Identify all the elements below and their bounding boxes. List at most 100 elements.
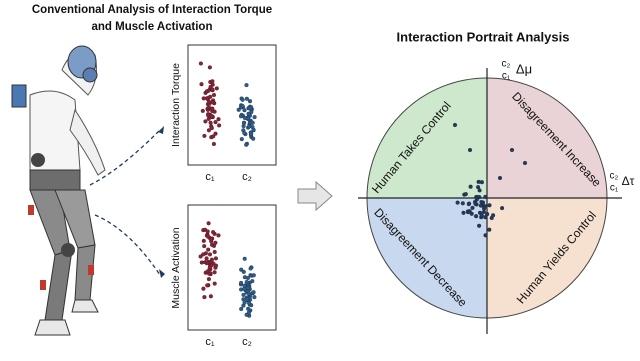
axis-label-symbol: Δμ <box>516 61 532 76</box>
dot <box>201 238 206 243</box>
dot <box>205 229 210 234</box>
dot <box>487 227 492 232</box>
y-axis-label: Muscle Activation <box>170 227 182 308</box>
dot <box>214 86 219 91</box>
dot <box>202 295 207 300</box>
dot <box>206 277 211 282</box>
dot <box>203 119 208 124</box>
dot <box>481 209 486 215</box>
dot <box>240 97 245 102</box>
dot <box>252 295 257 300</box>
x-tick-label: c₁ <box>205 336 215 348</box>
x-tick-label: c₁ <box>205 171 215 183</box>
dot <box>211 230 216 235</box>
axis-label-symbol: Δτ <box>622 174 635 188</box>
dot <box>242 283 247 288</box>
dot <box>209 257 214 262</box>
dot <box>239 287 244 292</box>
dot <box>210 87 215 92</box>
dot <box>213 120 218 125</box>
dot <box>206 247 211 252</box>
dot <box>209 113 214 119</box>
scatter-dots <box>198 61 257 318</box>
dot <box>478 203 483 208</box>
dot <box>483 215 488 220</box>
arrow-head <box>158 126 164 134</box>
dot <box>246 310 252 315</box>
dot <box>242 300 247 305</box>
dot <box>474 214 479 219</box>
dot <box>211 92 217 98</box>
dot <box>204 261 209 266</box>
dot <box>509 147 515 153</box>
dot <box>238 114 244 119</box>
y-axis-label: Interaction Torque <box>170 63 182 147</box>
dot <box>244 279 249 285</box>
dot <box>236 107 241 112</box>
dot <box>205 96 210 101</box>
dot <box>244 312 249 317</box>
dot <box>250 124 255 130</box>
axis-label-bottom: c₁ <box>502 71 511 82</box>
dot <box>210 106 215 111</box>
dot <box>469 211 474 216</box>
dot <box>248 266 253 271</box>
dot <box>211 134 216 139</box>
dot <box>213 131 218 136</box>
dot <box>250 279 255 284</box>
dot <box>213 240 218 245</box>
dot <box>210 79 215 84</box>
dot <box>212 270 217 275</box>
dot <box>476 185 481 190</box>
dot <box>239 280 244 285</box>
dot <box>467 147 473 153</box>
dot <box>491 213 496 218</box>
dot <box>212 249 217 255</box>
dot <box>213 256 218 261</box>
dot <box>455 200 460 205</box>
dot <box>241 269 246 274</box>
dot <box>206 234 211 239</box>
dot <box>207 252 213 257</box>
dot <box>252 115 257 120</box>
dot <box>477 223 482 228</box>
dot <box>202 133 207 138</box>
dot <box>207 65 212 70</box>
dot <box>251 136 256 141</box>
dot <box>200 108 205 113</box>
dot <box>208 294 213 299</box>
dot <box>240 103 245 108</box>
dot <box>497 175 503 181</box>
dot <box>249 131 254 136</box>
arrow-head <box>159 269 165 278</box>
dot <box>246 306 251 311</box>
dot <box>242 108 247 113</box>
x-tick-label: c₂ <box>242 336 252 348</box>
dot <box>242 120 247 125</box>
dot <box>208 120 213 125</box>
dot <box>244 83 249 88</box>
dot <box>198 254 203 259</box>
transition-arrow <box>297 180 333 212</box>
dot <box>209 242 215 247</box>
dot <box>199 260 204 265</box>
dot <box>245 116 251 121</box>
dot <box>247 99 253 104</box>
dot <box>463 192 468 197</box>
dot <box>247 106 252 111</box>
dot <box>239 137 244 142</box>
dot <box>247 301 252 306</box>
dot <box>452 122 458 128</box>
dot <box>246 111 251 116</box>
dot <box>470 205 475 210</box>
dot <box>201 286 206 291</box>
dot <box>199 82 204 87</box>
dot <box>482 206 487 211</box>
dot <box>211 141 216 147</box>
dot <box>216 117 221 122</box>
person-illustration <box>11 45 106 336</box>
dot <box>485 212 490 217</box>
dot <box>245 297 250 302</box>
dot <box>483 194 488 199</box>
